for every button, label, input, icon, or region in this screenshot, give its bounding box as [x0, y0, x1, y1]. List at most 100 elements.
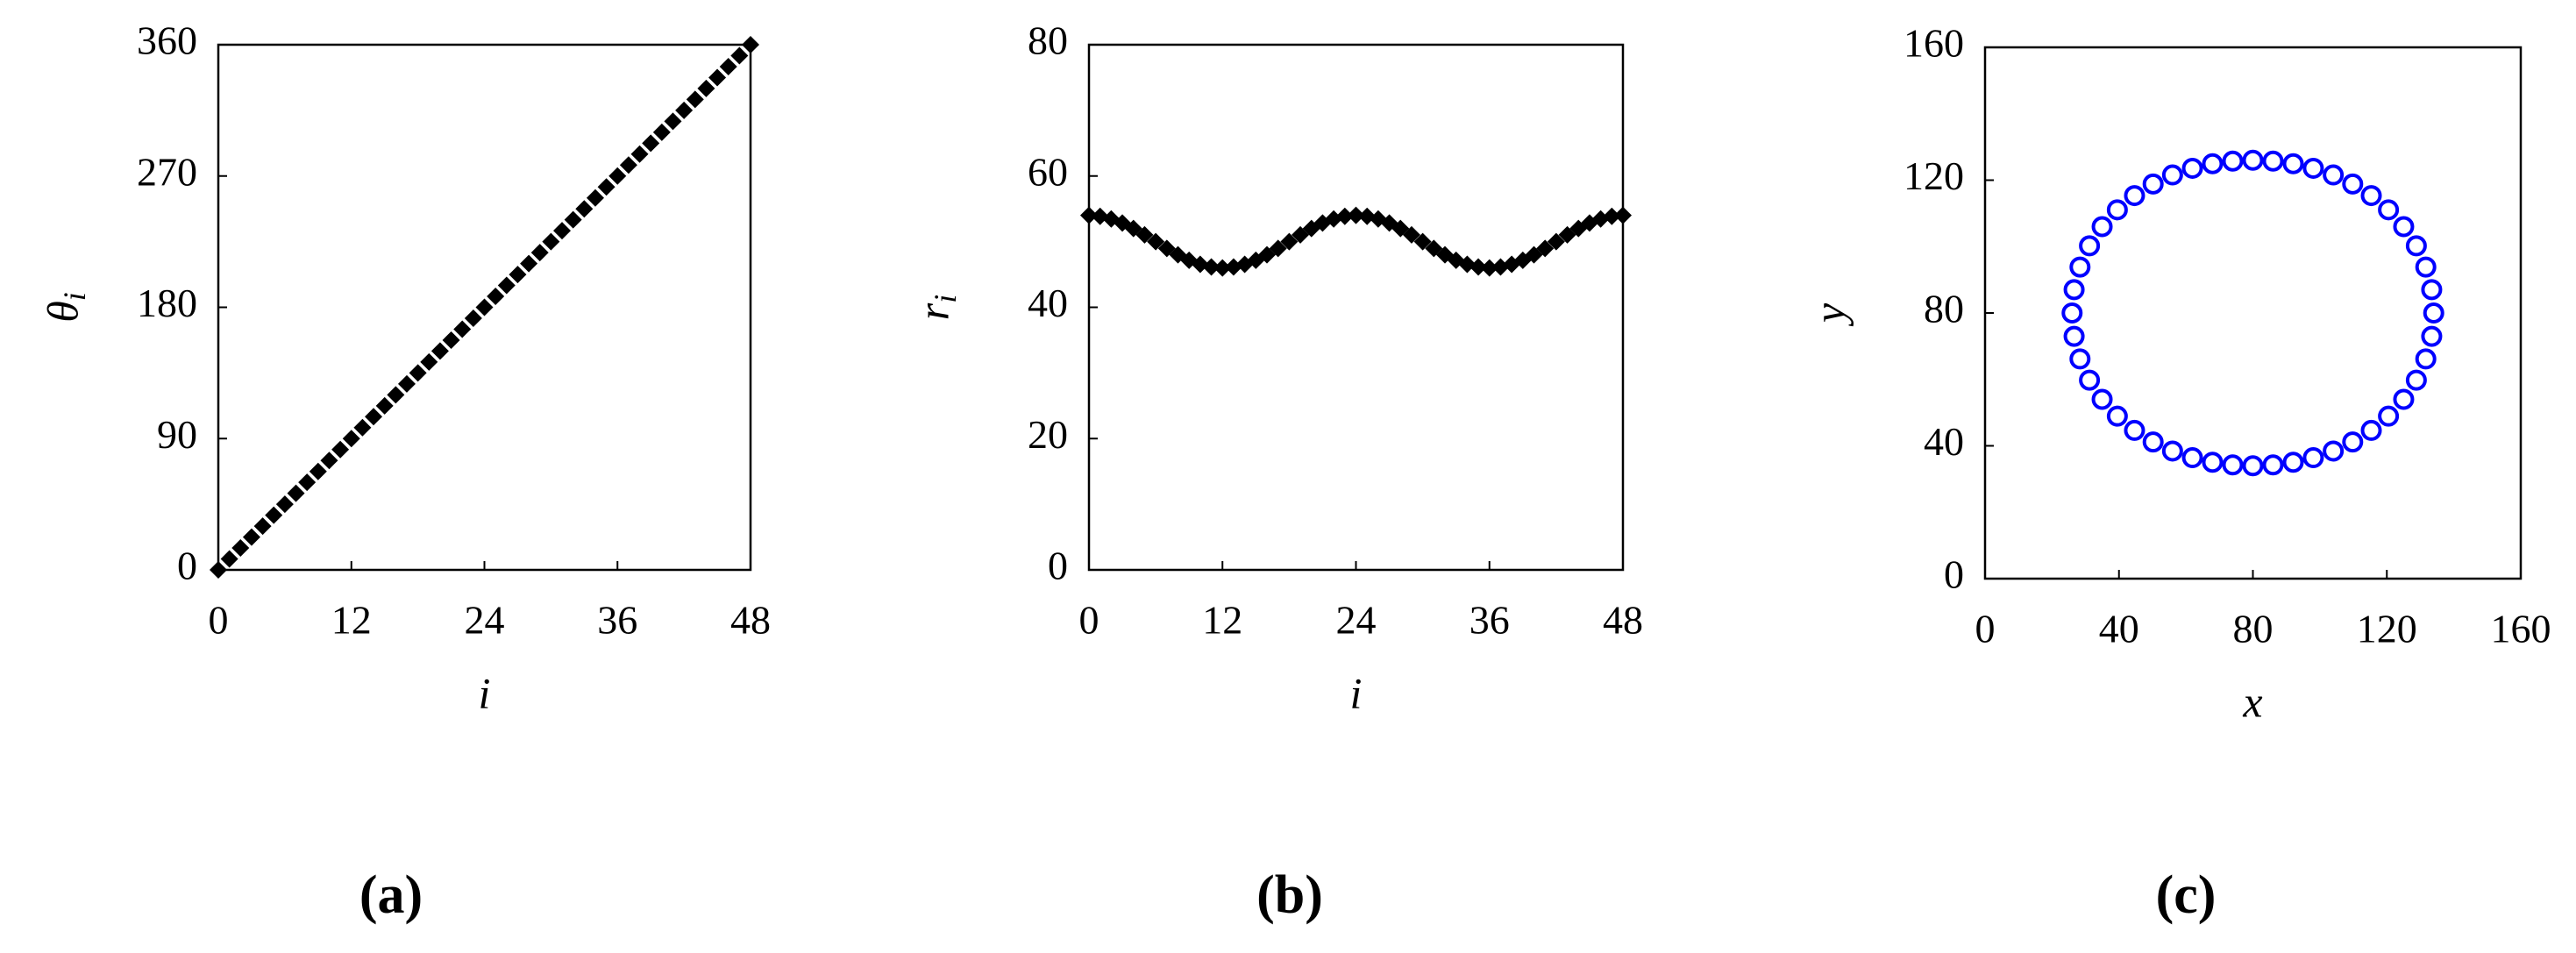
marker — [619, 156, 637, 174]
x-tick-label: 160 — [2491, 607, 2551, 651]
y-tick-label: 0 — [1048, 544, 1068, 588]
marker — [242, 528, 260, 546]
marker — [1469, 258, 1488, 276]
marker — [2181, 157, 2203, 179]
marker — [2106, 405, 2128, 427]
marker — [2142, 431, 2164, 453]
marker — [2421, 325, 2443, 347]
marker — [2342, 431, 2364, 453]
marker — [309, 462, 327, 480]
marker — [553, 222, 572, 240]
x-tick-label: 80 — [2233, 607, 2274, 651]
marker — [586, 188, 604, 207]
marker — [464, 309, 482, 327]
marker — [608, 167, 627, 185]
marker — [2222, 150, 2244, 172]
x-tick-label: 48 — [730, 598, 771, 643]
y-tick-label: 40 — [1028, 281, 1068, 325]
y-axis-label-subscript: i — [928, 295, 963, 303]
x-tick-label: 12 — [331, 598, 372, 643]
marker — [1603, 207, 1621, 225]
marker — [2405, 369, 2427, 391]
marker — [487, 288, 505, 306]
marker — [2079, 235, 2101, 257]
panel-label: (c) — [2156, 865, 2217, 925]
marker — [2360, 185, 2382, 207]
marker — [2091, 388, 2113, 410]
marker — [1480, 259, 1498, 277]
marker — [1369, 210, 1387, 228]
y-axis-label: ri — [908, 295, 963, 320]
marker — [2161, 440, 2183, 462]
marker — [564, 210, 582, 229]
marker — [1147, 232, 1165, 251]
y-tick-label: 80 — [1028, 18, 1068, 63]
marker — [719, 57, 737, 75]
marker — [597, 178, 616, 196]
marker — [2393, 216, 2415, 238]
marker — [275, 495, 294, 514]
marker — [642, 134, 660, 153]
y-tick-label: 120 — [1904, 153, 1964, 198]
marker — [2262, 150, 2284, 172]
marker — [630, 145, 649, 163]
x-tick-label: 36 — [597, 598, 637, 643]
y-axis-label: θi — [38, 292, 92, 323]
marker — [2063, 325, 2085, 347]
marker — [375, 396, 394, 415]
x-axis-label: i — [1350, 668, 1363, 717]
marker — [2202, 452, 2224, 473]
x-tick-label: 0 — [1975, 607, 1996, 651]
marker — [453, 320, 472, 338]
marker — [2282, 153, 2304, 174]
marker — [331, 440, 350, 459]
x-tick-label: 48 — [1603, 598, 1643, 643]
y-tick-label: 80 — [1924, 287, 1964, 331]
x-tick-label: 24 — [1336, 598, 1377, 643]
marker — [253, 517, 272, 536]
marker — [397, 374, 416, 393]
marker — [2393, 388, 2415, 410]
marker — [2323, 164, 2345, 186]
marker — [298, 473, 317, 492]
marker — [2242, 455, 2264, 477]
marker — [1102, 210, 1121, 228]
marker — [675, 101, 694, 119]
marker — [231, 539, 250, 558]
marker — [409, 364, 427, 382]
marker — [2421, 279, 2443, 301]
x-tick-label: 0 — [1079, 598, 1099, 643]
marker — [1614, 206, 1632, 224]
marker — [320, 452, 338, 470]
marker — [2360, 419, 2382, 441]
marker — [265, 506, 283, 524]
marker — [365, 408, 383, 426]
marker — [686, 90, 704, 109]
marker — [1347, 206, 1365, 224]
marker — [2415, 256, 2437, 278]
marker — [342, 430, 360, 448]
x-tick-label: 12 — [1202, 598, 1242, 643]
marker — [575, 200, 594, 218]
y-tick-label: 0 — [177, 544, 197, 588]
marker — [1335, 207, 1354, 225]
marker — [1269, 239, 1287, 258]
y-tick-label: 90 — [157, 412, 197, 457]
marker — [509, 266, 527, 284]
y-tick-label: 60 — [1028, 149, 1068, 194]
panel-label: (b) — [1256, 865, 1323, 925]
marker — [497, 276, 516, 295]
marker — [475, 298, 494, 316]
plot-frame — [1087, 43, 1625, 572]
marker — [2262, 454, 2284, 476]
marker — [420, 352, 438, 371]
y-tick-label: 20 — [1028, 412, 1068, 457]
marker — [542, 232, 560, 251]
marker — [2181, 447, 2203, 469]
marker — [2415, 348, 2437, 370]
marker — [2423, 302, 2444, 324]
marker — [530, 244, 549, 262]
marker — [2069, 348, 2091, 370]
x-tick-label: 36 — [1469, 598, 1510, 643]
